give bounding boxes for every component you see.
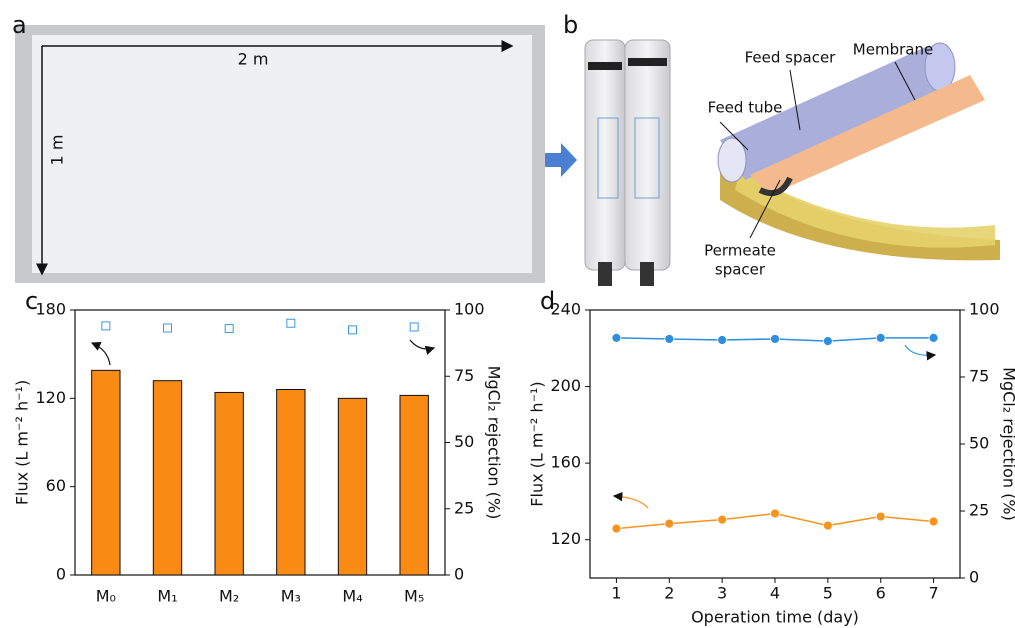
- marker: [410, 323, 418, 331]
- marker: [718, 515, 727, 524]
- annotation: Feed tube: [708, 99, 783, 117]
- y2-tick-label: 0: [969, 568, 979, 587]
- marker: [771, 334, 780, 343]
- x-tick-label: 7: [928, 584, 938, 603]
- marker: [876, 333, 885, 342]
- x-tick-label: 1: [611, 584, 621, 603]
- marker: [823, 337, 832, 346]
- marker: [225, 325, 233, 333]
- y2-tick-label: 75: [969, 367, 989, 386]
- x-tick-label: 5: [823, 584, 833, 603]
- photo-b: b Feed spacer Membrane Feed tube Permeat…: [545, 11, 1000, 286]
- marker: [349, 326, 357, 334]
- marker: [718, 336, 727, 345]
- marker: [876, 512, 885, 521]
- y-tick-label: 240: [550, 300, 581, 319]
- panel-label: a: [12, 11, 27, 39]
- marker: [929, 517, 938, 526]
- y2-axis-label: MgCl₂ rejection (%): [1000, 367, 1015, 521]
- y-tick-label: 0: [56, 565, 66, 584]
- x-tick-label: 3: [717, 584, 727, 603]
- rejection-arrow: [905, 345, 935, 355]
- marker: [102, 322, 110, 330]
- module-illustration: [718, 43, 1000, 260]
- marker: [612, 524, 621, 533]
- x-tick-label: M₂: [219, 587, 239, 606]
- marker: [665, 334, 674, 343]
- bar: [215, 392, 243, 575]
- bar: [92, 370, 120, 575]
- annotation: spacer: [715, 261, 766, 279]
- marker: [287, 319, 295, 327]
- x-tick-label: M₁: [157, 587, 177, 606]
- y2-tick-label: 100: [454, 300, 485, 319]
- y-tick-label: 200: [550, 376, 581, 395]
- y-tick-label: 120: [550, 529, 581, 548]
- x-axis-label: Operation time (day): [691, 608, 859, 627]
- marker: [771, 509, 780, 518]
- marker: [612, 333, 621, 342]
- y2-tick-label: 100: [969, 300, 1000, 319]
- bar: [338, 398, 366, 575]
- y2-tick-label: 75: [454, 366, 474, 385]
- x-tick-label: 4: [770, 584, 780, 603]
- bar: [153, 381, 181, 575]
- y2-tick-label: 0: [454, 565, 464, 584]
- x-tick-label: 6: [876, 584, 886, 603]
- bar: [277, 390, 305, 576]
- y-tick-label: 160: [550, 453, 581, 472]
- flux-arrow: [92, 343, 110, 365]
- marker: [929, 333, 938, 342]
- dimension-label: 2 m: [238, 50, 269, 69]
- figure: a 2 m 1 m b Feed spacer Membrane Feed tu…: [0, 0, 1015, 628]
- y2-tick-label: 25: [969, 501, 989, 520]
- flux-arrow: [614, 496, 648, 508]
- y-axis-label: Flux (L m⁻² h⁻¹): [528, 381, 547, 506]
- dimension-label: 1 m: [48, 135, 67, 166]
- x-tick-label: M₀: [96, 587, 116, 606]
- plot-frame: [75, 310, 445, 575]
- x-tick-label: 2: [664, 584, 674, 603]
- y-tick-label: 180: [35, 300, 66, 319]
- y2-axis-label: MgCl₂ rejection (%): [485, 366, 504, 520]
- y2-tick-label: 25: [454, 498, 474, 517]
- annotation: Membrane: [853, 41, 933, 59]
- x-tick-label: M₃: [281, 587, 301, 606]
- panel-label: b: [563, 11, 578, 39]
- annotation: Feed spacer: [745, 49, 837, 67]
- photo-a: a 2 m 1 m: [12, 11, 545, 283]
- marker: [164, 324, 172, 332]
- annotation: Permeate: [704, 242, 776, 260]
- y-axis-label: Flux (L m⁻² h⁻¹): [13, 380, 32, 505]
- y-tick-label: 60: [46, 476, 66, 495]
- plot-frame: [590, 310, 960, 578]
- y2-tick-label: 50: [969, 434, 989, 453]
- marker: [665, 519, 674, 528]
- y2-tick-label: 50: [454, 432, 474, 451]
- bar: [400, 395, 428, 575]
- x-tick-label: M₄: [342, 587, 362, 606]
- y-tick-label: 120: [35, 388, 66, 407]
- x-tick-label: M₅: [404, 587, 424, 606]
- rejection-arrow: [410, 340, 434, 349]
- marker: [823, 521, 832, 530]
